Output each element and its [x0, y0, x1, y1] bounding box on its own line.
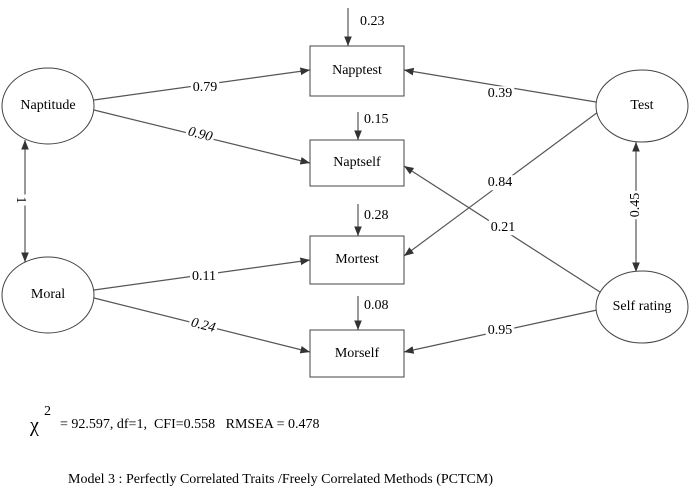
node-label: Naptitude [20, 98, 75, 113]
error-label: 0.08 [364, 298, 389, 313]
label-backing [187, 315, 219, 337]
latent-node [595, 270, 689, 344]
node-label: Naptself [333, 155, 381, 170]
label-backing [485, 175, 515, 191]
label-backing [628, 190, 644, 220]
label-backing [184, 124, 216, 146]
label-backing [12, 194, 28, 206]
latent-node [1, 256, 95, 334]
edge-label: 0.90 [186, 124, 213, 144]
edge-label: 0.84 [488, 175, 513, 190]
edge-label: 1 [13, 197, 28, 204]
label-backing [190, 269, 218, 285]
observed-node [309, 45, 405, 97]
caption: Model 3 : Perfectly Correlated Traits /F… [68, 472, 493, 487]
error-label: 0.15 [364, 112, 389, 127]
edge-label: 0.79 [193, 80, 218, 95]
edge-label: 0.24 [189, 315, 216, 335]
latent-node [1, 67, 95, 145]
label-backing [485, 86, 515, 102]
node-label: Morself [335, 346, 380, 361]
node-label: Mortest [335, 252, 379, 267]
error-label: 0.28 [364, 208, 389, 223]
edge-label: 0.11 [192, 269, 216, 284]
node-label: Self rating [613, 299, 672, 314]
fit-superscript: 2 [44, 404, 51, 419]
observed-node [309, 139, 405, 187]
error-label: 0.23 [360, 14, 385, 29]
observed-node [309, 329, 405, 378]
label-backing [190, 80, 220, 96]
fit-symbol: χ [29, 415, 39, 437]
edge-label: 0.39 [488, 86, 513, 101]
node-label: Moral [31, 287, 65, 302]
observed-node [309, 235, 405, 285]
edge-label: 0.45 [628, 193, 643, 218]
node-label: Test [630, 98, 653, 113]
node-label: Napptest [332, 63, 382, 78]
fit-stats: = 92.597, df=1, CFI=0.558 RMSEA = 0.478 [60, 417, 320, 432]
edge-label: 0.21 [491, 220, 516, 235]
label-backing [488, 220, 518, 236]
latent-node [595, 69, 689, 143]
edge-label: 0.95 [488, 323, 513, 338]
label-backing [485, 323, 515, 339]
